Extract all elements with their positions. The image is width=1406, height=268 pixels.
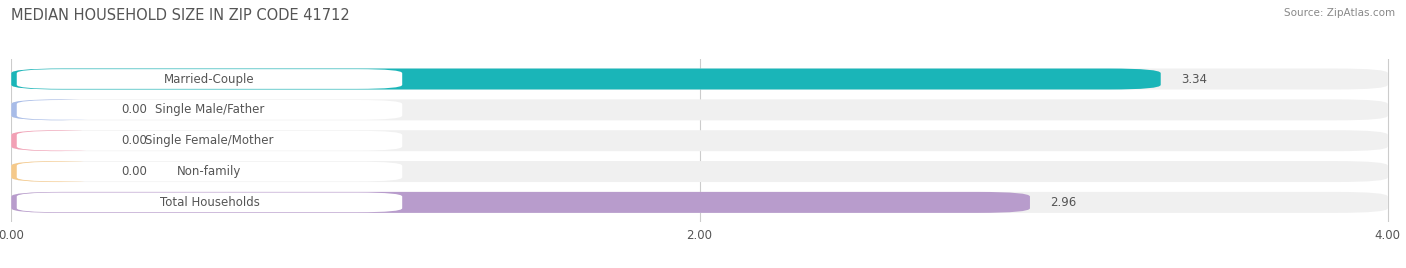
Text: 3.34: 3.34 <box>1181 73 1208 85</box>
FancyBboxPatch shape <box>11 192 1031 213</box>
Text: 0.00: 0.00 <box>121 165 148 178</box>
Text: MEDIAN HOUSEHOLD SIZE IN ZIP CODE 41712: MEDIAN HOUSEHOLD SIZE IN ZIP CODE 41712 <box>11 8 350 23</box>
Text: 0.00: 0.00 <box>121 103 148 116</box>
FancyBboxPatch shape <box>11 192 1388 213</box>
FancyBboxPatch shape <box>17 100 402 120</box>
Text: Single Male/Father: Single Male/Father <box>155 103 264 116</box>
FancyBboxPatch shape <box>11 161 1388 182</box>
FancyBboxPatch shape <box>17 192 402 212</box>
Text: Married-Couple: Married-Couple <box>165 73 254 85</box>
FancyBboxPatch shape <box>17 131 402 151</box>
FancyBboxPatch shape <box>17 162 402 181</box>
FancyBboxPatch shape <box>17 69 402 89</box>
FancyBboxPatch shape <box>11 130 101 151</box>
Text: Total Households: Total Households <box>159 196 260 209</box>
FancyBboxPatch shape <box>11 99 1388 120</box>
FancyBboxPatch shape <box>11 69 1161 90</box>
Text: Source: ZipAtlas.com: Source: ZipAtlas.com <box>1284 8 1395 18</box>
FancyBboxPatch shape <box>11 99 101 120</box>
Text: Non-family: Non-family <box>177 165 242 178</box>
Text: 2.96: 2.96 <box>1050 196 1077 209</box>
FancyBboxPatch shape <box>11 130 1388 151</box>
Text: 0.00: 0.00 <box>121 134 148 147</box>
FancyBboxPatch shape <box>11 161 101 182</box>
FancyBboxPatch shape <box>11 69 1388 90</box>
Text: Single Female/Mother: Single Female/Mother <box>145 134 274 147</box>
